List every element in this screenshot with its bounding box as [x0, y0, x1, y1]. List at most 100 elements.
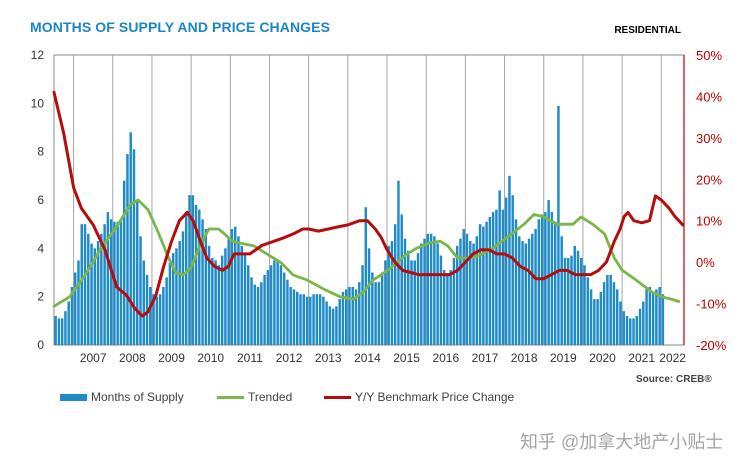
x-axis-tick-label: 2012 [276, 351, 303, 365]
supply-bar [469, 241, 472, 345]
legend-swatch-bar [60, 393, 87, 401]
supply-bar [106, 212, 110, 345]
legend-item-price-change: Y/Y Benchmark Price Change [324, 390, 514, 404]
supply-bar [273, 260, 276, 345]
supply-bar [645, 289, 648, 345]
supply-bar [642, 301, 645, 345]
supply-bar [70, 287, 74, 345]
right-axis-tick-label: 10% [696, 214, 722, 229]
supply-bar [384, 260, 387, 345]
supply-bar [149, 287, 152, 345]
supply-bar [260, 282, 263, 345]
x-axis-tick-label: 2017 [472, 351, 499, 365]
supply-bar [80, 224, 83, 345]
supply-bar [204, 229, 208, 345]
supply-bar [629, 318, 632, 345]
supply-bar [60, 318, 64, 345]
x-axis-tick-label: 2013 [315, 351, 342, 365]
supply-bar [201, 219, 204, 345]
legend-swatch-line [217, 395, 244, 399]
supply-bar [580, 258, 583, 345]
supply-bar [139, 236, 142, 345]
supply-bar [527, 238, 531, 345]
supply-bar [638, 308, 642, 345]
supply-bar [511, 195, 514, 345]
supply-bar [237, 236, 240, 345]
supply-bar [521, 241, 524, 345]
supply-bar [233, 226, 237, 345]
x-axis-tick-label: 2018 [511, 351, 538, 365]
supply-bar [96, 241, 100, 345]
supply-bar [615, 289, 619, 345]
supply-bar [315, 294, 319, 345]
supply-bar [596, 299, 599, 345]
supply-bar [498, 190, 501, 345]
supply-bar [537, 219, 541, 345]
supply-bar [87, 233, 90, 345]
supply-bar [655, 289, 658, 345]
supply-bar [619, 301, 622, 345]
supply-bar [563, 258, 567, 345]
supply-bar [178, 241, 181, 345]
supply-bar [625, 316, 629, 345]
supply-bar [318, 294, 322, 345]
trended-line [52, 198, 681, 308]
x-axis-tick-label: 2014 [354, 351, 381, 365]
supply-bar [158, 294, 162, 345]
x-axis-tick-label: 2019 [550, 351, 577, 365]
supply-bar [508, 175, 511, 345]
supply-bar [387, 245, 390, 345]
legend-item-trended: Trended [217, 390, 292, 404]
supply-bar [90, 243, 93, 345]
supply-bar [410, 260, 413, 345]
supply-bar [478, 224, 482, 345]
supply-bar [380, 272, 384, 345]
supply-bar [488, 216, 492, 345]
supply-bar [341, 291, 345, 345]
supply-bar [191, 195, 194, 345]
supply-bar [439, 255, 443, 345]
price-change-line [52, 90, 685, 318]
supply-bar [560, 236, 563, 345]
supply-bar [335, 306, 338, 345]
x-axis-tick-label: 2010 [197, 351, 224, 365]
legend-label: Y/Y Benchmark Price Change [355, 390, 515, 404]
supply-bar [168, 262, 172, 345]
supply-bar [583, 265, 586, 345]
supply-bar [64, 311, 67, 345]
supply-bar [400, 214, 403, 345]
supply-bar [171, 253, 175, 345]
supply-bar [648, 287, 652, 345]
supply-bar [351, 287, 354, 345]
supply-bar [475, 236, 479, 345]
legend-item-months-of-supply: Months of Supply [60, 390, 184, 404]
supply-bar [635, 316, 639, 345]
supply-bar [305, 296, 309, 345]
supply-bar [194, 204, 198, 345]
supply-bar [269, 265, 273, 345]
supply-bar [253, 284, 257, 345]
x-axis-tick-label: 2020 [589, 351, 616, 365]
supply-bar [661, 294, 665, 345]
supply-bar [299, 294, 302, 345]
supply-bar [83, 224, 87, 345]
supply-bar [632, 318, 635, 345]
supply-bar [122, 180, 126, 345]
supply-bar [566, 258, 570, 345]
supply-bar [436, 243, 439, 345]
supply-bar [514, 219, 518, 345]
supply-bar [609, 274, 612, 345]
supply-bar [309, 296, 312, 345]
supply-bar [433, 236, 436, 345]
supply-bar [240, 245, 243, 345]
right-axis-tick-label: 0% [696, 255, 715, 270]
supply-bar [524, 243, 528, 345]
x-axis-tick-label: 2011 [237, 351, 263, 365]
supply-bar [348, 287, 351, 345]
source-label: Source: CREB® [636, 374, 712, 385]
supply-bar [129, 132, 132, 345]
supply-bar [292, 289, 296, 345]
right-axis-tick-label: -20% [696, 338, 727, 353]
supply-bar [181, 231, 185, 345]
